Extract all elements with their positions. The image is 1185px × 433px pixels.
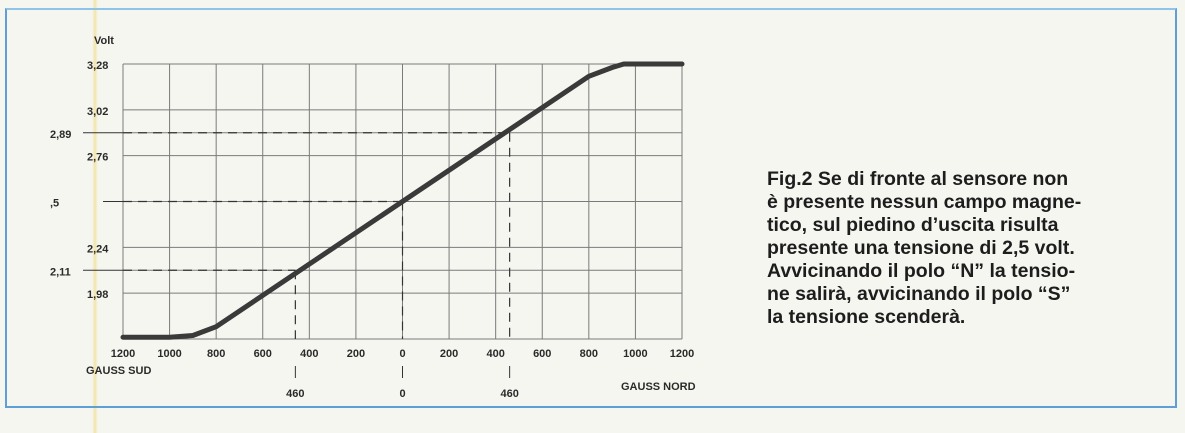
- caption-line: Avvicinando il polo “N” la tensio-: [767, 260, 1076, 282]
- marker-label: 460: [500, 388, 518, 400]
- x-tick-label: 400: [486, 348, 504, 360]
- x-tick-label: 1200: [670, 348, 694, 360]
- x-tick-label: 600: [533, 348, 551, 360]
- chart-series: [120, 61, 685, 340]
- x-tick-label: 400: [300, 348, 318, 360]
- y-tick-label: 2,89: [50, 129, 71, 141]
- marker-label: 0: [399, 388, 405, 400]
- series-line: [120, 61, 685, 340]
- y-tick-label: 2,24: [87, 243, 109, 255]
- y-tick-label: ,5: [50, 198, 59, 210]
- x-tick-label: 0: [399, 348, 405, 360]
- y-tick-label: 3,28: [87, 60, 108, 72]
- chart-guide-lines: [123, 132, 511, 378]
- caption-line: la tensione scenderà.: [767, 306, 966, 328]
- y-tick-label: 2,76: [87, 152, 108, 164]
- x-tick-label: 1000: [157, 348, 181, 360]
- caption-line: ne salirà, avvicinando il polo “S”: [767, 283, 1071, 305]
- figure-caption: Fig.2 Se di fronte al sensore non è pres…: [767, 168, 1155, 329]
- caption-line: presente una tensione di 2,5 volt.: [767, 237, 1075, 259]
- chart-labels: 3,28 3,02 2,89 2,76 ,5 2,24 2,11 1,98 Volt 1200 10…: [50, 35, 696, 400]
- figure-frame: [5, 8, 1177, 408]
- caption-line: tico, sul piedino d’uscita risulta: [767, 214, 1059, 236]
- y-tick-label: 3,02: [87, 106, 108, 118]
- y-tick-label: 2,11: [50, 266, 71, 278]
- x-tick-label: 800: [207, 348, 225, 360]
- x-axis-left-label: GAUSS SUD: [86, 365, 151, 377]
- x-tick-label: 1200: [111, 348, 135, 360]
- page-crease: [92, 0, 98, 433]
- x-axis-right-label: GAUSS NORD: [621, 381, 696, 393]
- y-axis-label: Volt: [94, 35, 114, 47]
- y-tick-label: 1,98: [87, 289, 108, 301]
- x-tick-label: 600: [254, 348, 272, 360]
- x-tick-label: 800: [580, 348, 598, 360]
- marker-label: 460: [286, 388, 304, 400]
- caption-line: Fig.2 Se di fronte al sensore non: [767, 168, 1069, 190]
- x-tick-label: 200: [347, 348, 365, 360]
- caption-line: è presente nessun campo magne-: [767, 191, 1082, 213]
- x-tick-label: 1000: [623, 348, 647, 360]
- x-tick-label: 200: [440, 348, 458, 360]
